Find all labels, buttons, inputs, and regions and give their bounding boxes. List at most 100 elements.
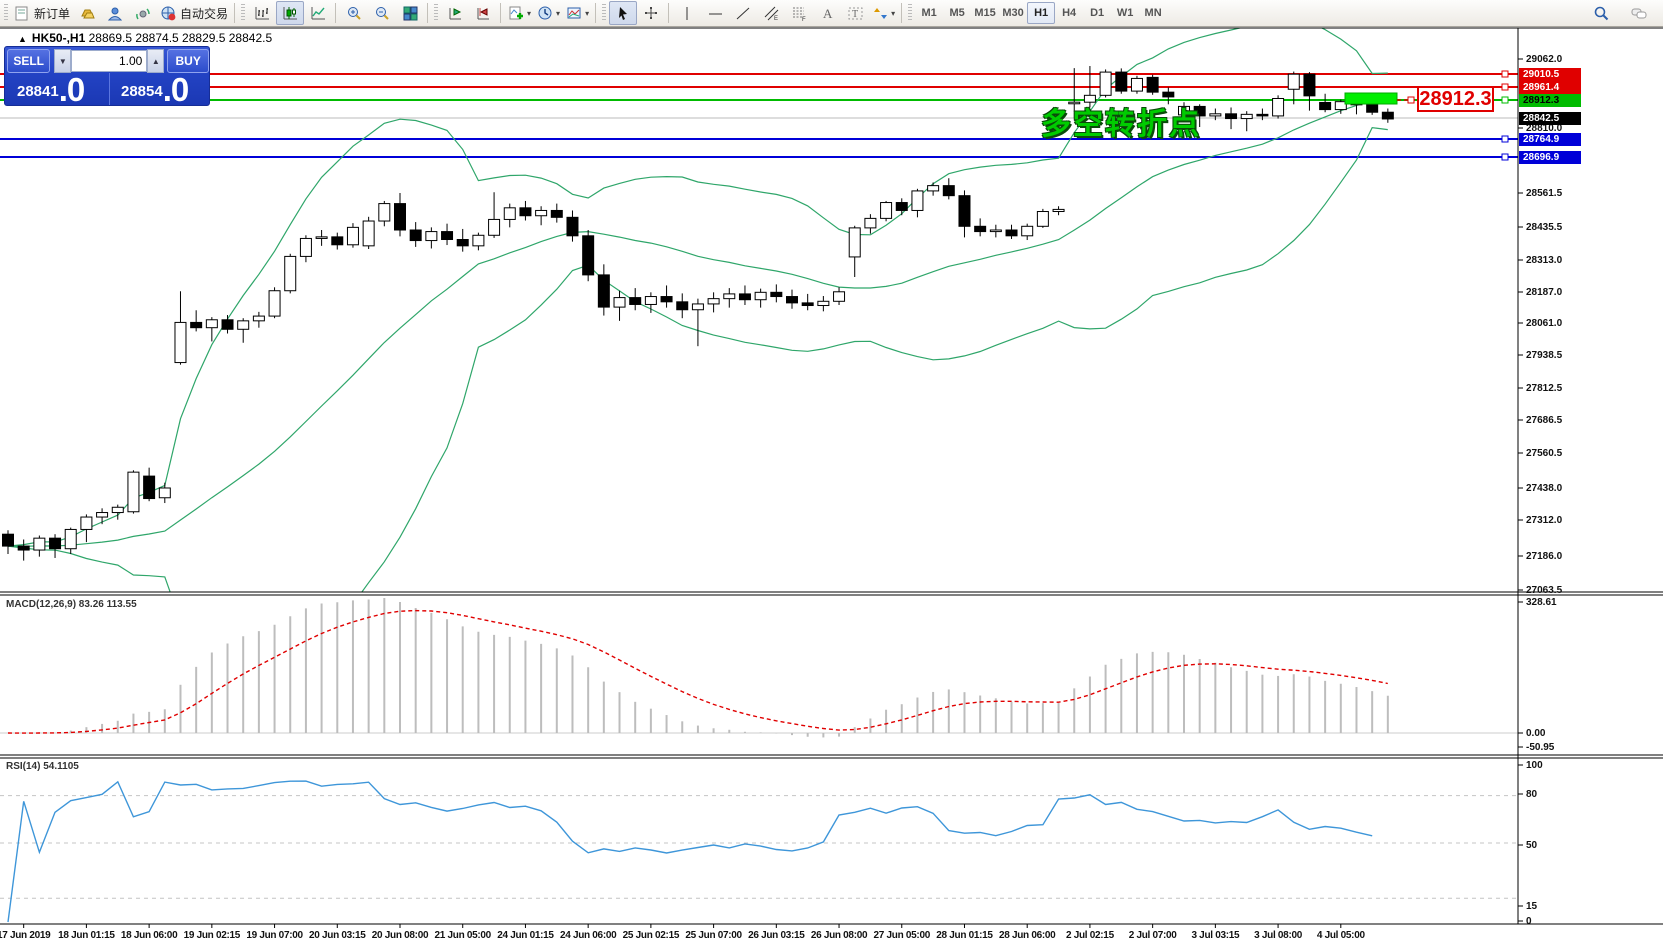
- bull-candle: [111, 506, 124, 514]
- level-handle-29010.5[interactable]: [1501, 70, 1509, 78]
- timeframe-button-mn[interactable]: MN: [1144, 7, 1162, 19]
- bull-candle: [833, 291, 846, 302]
- cursor-button[interactable]: [609, 1, 638, 25]
- indicators-button[interactable]: ▾: [505, 1, 534, 25]
- macd-signal-line: [7, 609, 1388, 734]
- auto-scroll-button[interactable]: [441, 1, 469, 25]
- timeframe-button-m5[interactable]: M5: [949, 7, 965, 19]
- time-axis-label: 28 Jun 01:15: [936, 930, 993, 941]
- timeframe-button-w1[interactable]: W1: [1116, 7, 1134, 19]
- templates-button[interactable]: ▾: [563, 1, 592, 25]
- crosshair-icon: [644, 6, 657, 19]
- time-axis-label: 26 Jun 08:00: [810, 930, 868, 941]
- buy-price[interactable]: 28854.0: [121, 71, 189, 108]
- chevron-down-icon[interactable]: ▾: [527, 8, 532, 18]
- timeframe-button-h4[interactable]: H4: [1062, 7, 1077, 19]
- horizontal-line-button[interactable]: [701, 1, 729, 25]
- chevron-down-icon[interactable]: ▾: [585, 8, 590, 18]
- zoom-out-button[interactable]: [368, 1, 396, 25]
- toolbar-grip[interactable]: [4, 4, 8, 22]
- scale-price-label: 100: [1526, 760, 1543, 771]
- price-badge-28842.5: 28842.5: [1519, 111, 1581, 125]
- sell-button[interactable]: SELL: [7, 49, 51, 73]
- chevron-down-icon[interactable]: ▾: [556, 8, 561, 18]
- sell-price[interactable]: 28841.0: [17, 71, 85, 108]
- zoom-out-icon: [375, 6, 389, 20]
- timeframe-button-m15[interactable]: M15: [974, 7, 996, 19]
- time-axis-label: 18 Jun 01:15: [58, 930, 115, 941]
- broadcast-button[interactable]: [129, 1, 157, 25]
- time-axis-label: 3 Jul 03:15: [1191, 930, 1240, 941]
- vertical-line-button[interactable]: [673, 1, 701, 25]
- channel-button[interactable]: E: [757, 1, 785, 25]
- gold-bars-button[interactable]: [73, 1, 101, 25]
- volume-input[interactable]: [71, 50, 148, 72]
- fibonacci-icon: F: [792, 7, 806, 22]
- bull-candle: [911, 190, 924, 211]
- bull-candle: [644, 296, 657, 305]
- timeframe-button-h1[interactable]: H1: [1027, 2, 1056, 24]
- chart-shift-button[interactable]: [469, 1, 497, 25]
- timeframe-button-d1[interactable]: D1: [1090, 7, 1105, 19]
- time-axis-label: 24 Jun 06:00: [559, 930, 617, 941]
- bull-candle: [1240, 113, 1253, 120]
- time-axis-label: 24 Jun 01:15: [497, 930, 554, 941]
- level-handle-28764.9[interactable]: [1501, 135, 1509, 143]
- line-chart-icon: [311, 6, 325, 19]
- volume-decrease-button[interactable]: ▼: [54, 49, 72, 73]
- collapse-panel-icon[interactable]: ▲: [18, 34, 27, 44]
- autotrading-button[interactable]: 自动交易: [157, 1, 231, 25]
- zoom-in-button[interactable]: [340, 1, 368, 25]
- periods-clock-button[interactable]: ▾: [534, 1, 563, 25]
- scale-price-label: 28435.5: [1526, 222, 1563, 233]
- text-label-button[interactable]: T: [841, 1, 869, 25]
- level-handle-28961.4[interactable]: [1501, 83, 1509, 91]
- bar-chart-button[interactable]: [248, 1, 276, 25]
- trendline-button[interactable]: [729, 1, 757, 25]
- tile-windows-icon: [403, 6, 418, 20]
- bull-candle: [64, 528, 77, 550]
- time-axis-label: 26 Jun 03:15: [748, 930, 805, 941]
- chevron-down-icon[interactable]: ▾: [891, 8, 896, 18]
- level-handle-28912.3[interactable]: [1501, 96, 1509, 104]
- timeframe-button-m30[interactable]: M30: [1002, 7, 1024, 19]
- chart-ohlc-values: 28869.5 28874.5 28829.5 28842.5: [88, 31, 273, 45]
- bull-candle: [158, 487, 171, 499]
- bollinger-upper-line: [7, 28, 1388, 547]
- text-button[interactable]: A: [813, 1, 841, 25]
- trader-button[interactable]: [101, 1, 129, 25]
- bull-candle: [864, 217, 877, 229]
- scale-price-label: 0: [1526, 916, 1532, 927]
- search-button[interactable]: [1587, 1, 1615, 25]
- highlight-rectangle[interactable]: [1344, 92, 1398, 105]
- volume-increase-button[interactable]: ▲: [147, 49, 165, 73]
- fibonacci-button[interactable]: F: [785, 1, 813, 25]
- new-order-button[interactable]: 新订单: [11, 1, 73, 25]
- bull-candle: [488, 218, 501, 236]
- bear-candle: [895, 202, 908, 211]
- buy-button[interactable]: BUY: [167, 49, 209, 73]
- callout-handle[interactable]: [1407, 96, 1415, 104]
- price-callout-label[interactable]: 28912.3: [1417, 86, 1494, 112]
- scale-price-label: 0.00: [1526, 728, 1546, 739]
- crosshair-button[interactable]: [637, 1, 665, 25]
- timeframe-button-m1[interactable]: M1: [921, 7, 937, 19]
- bear-candle: [1162, 91, 1175, 98]
- autotrading-label: 自动交易: [180, 6, 229, 21]
- new-order-icon: [15, 6, 28, 20]
- macd-panel: [0, 598, 1518, 738]
- candles-chart-button[interactable]: [276, 1, 305, 25]
- bar-chart-icon: [255, 6, 269, 19]
- time-axis-label: 21 Jun 05:00: [434, 930, 492, 941]
- tile-windows-button[interactable]: [396, 1, 424, 25]
- level-handle-28696.9[interactable]: [1501, 153, 1509, 161]
- line-chart-button[interactable]: [304, 1, 332, 25]
- bull-candle: [268, 290, 281, 317]
- price-badge-28764.9: 28764.9: [1519, 132, 1581, 146]
- arrows-button[interactable]: ▾: [869, 1, 898, 25]
- chart-annotation-text[interactable]: 多空转折点: [1041, 108, 1201, 141]
- bull-candle: [1036, 211, 1049, 227]
- bull-candle: [205, 319, 218, 329]
- chat-button[interactable]: [1625, 1, 1653, 25]
